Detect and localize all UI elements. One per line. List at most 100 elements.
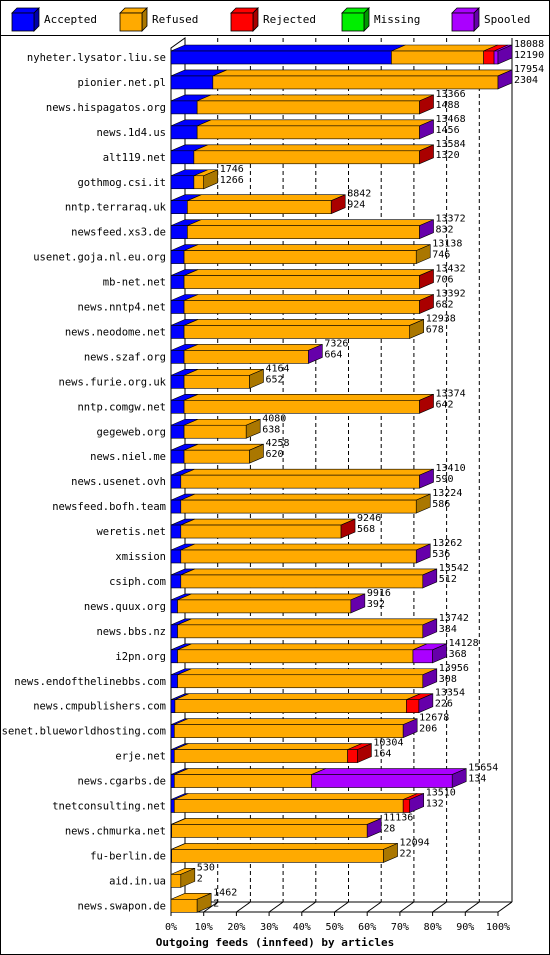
bar-top-refused	[183, 393, 434, 401]
x-tick-label: 10%	[195, 922, 213, 933]
floor-tick-100	[497, 901, 513, 913]
bar-segment-spooled	[493, 50, 499, 65]
legend-swatch-rejected	[230, 12, 254, 32]
category-label: fu-berlin.de	[90, 850, 166, 862]
bar-side-face	[419, 144, 434, 165]
bar-total-label: 7326	[324, 338, 348, 349]
bar-top-accepted	[170, 44, 406, 52]
bar-accepted-label: 590	[436, 474, 454, 485]
bar-top-refused	[187, 219, 434, 226]
category-label: usenet.blueworldhosting.com	[0, 726, 166, 738]
bar-total-label: 10304	[373, 738, 403, 749]
category-label: news.cgarbs.de	[77, 776, 166, 788]
bar-side-face	[330, 194, 346, 215]
category-label: news.swapon.de	[77, 900, 166, 912]
category-label: gothmog.csi.it	[77, 177, 166, 189]
bar-top-refused	[174, 793, 418, 800]
bar-segment-spooled	[412, 649, 433, 664]
category-label: news.nntp4.net	[77, 302, 166, 314]
category-label: alt119.net	[103, 152, 166, 164]
category-label: news.quux.org	[84, 601, 166, 613]
bar-top-refused	[197, 94, 434, 102]
x-tick-label: 80%	[424, 922, 442, 933]
bar-segment-accepted	[170, 375, 185, 389]
bar-total-label: 13392	[436, 289, 466, 300]
bar-accepted-label: 164	[373, 749, 391, 760]
bar-top-spooled	[311, 768, 467, 775]
row-labels: 1808812190nyheter.lysator.liu.se17954230…	[0, 39, 544, 912]
bar-segment-accepted	[170, 674, 178, 689]
bar-top-refused	[180, 468, 434, 476]
bar-top-refused	[187, 194, 346, 201]
bar-side-face	[419, 269, 434, 290]
category-label: aid.in.ua	[109, 875, 166, 887]
bar-total-label: 13542	[439, 563, 469, 574]
bar-segment-refused	[170, 898, 198, 913]
bar-segment-refused	[183, 250, 417, 264]
bar-segment-refused	[183, 325, 411, 339]
bar-segment-refused	[177, 599, 352, 614]
bar-side-face	[419, 219, 434, 240]
bar-segment-refused	[183, 449, 250, 464]
bar-top-refused	[197, 119, 434, 127]
bar-total-label: 12938	[426, 313, 456, 324]
bar-side-face	[340, 518, 356, 539]
bar-segment-refused	[173, 774, 312, 788]
bar-total-label: 13374	[436, 388, 466, 399]
bar-segment-refused	[196, 125, 420, 140]
bar-accepted-label: 924	[347, 200, 365, 211]
bar-top-refused	[183, 269, 434, 276]
category-label: news.bbs.nz	[96, 626, 166, 638]
bar-total-label: 4080	[262, 413, 286, 424]
x-tick-label: 40%	[293, 922, 311, 933]
bar-accepted-label: 652	[265, 374, 283, 385]
bar-segment-rejected	[402, 799, 411, 813]
bar-top-refused	[171, 818, 382, 825]
bar-segment-rejected	[347, 749, 358, 763]
bar-segment-refused	[174, 699, 407, 714]
bar-total-label: 8842	[347, 189, 371, 200]
bar-total-label: 13584	[436, 139, 466, 150]
category-label: i2pn.org	[115, 651, 166, 663]
bar-segment-spooled	[311, 774, 453, 788]
bar-side-face	[180, 867, 196, 888]
bar-segment-refused	[183, 375, 250, 389]
bar-top-refused	[177, 618, 437, 626]
bar-segment-refused	[173, 724, 404, 738]
bar-segment-accepted	[170, 350, 185, 364]
bar-segment-refused	[180, 474, 420, 489]
bar-total-label: 4258	[265, 438, 289, 449]
bar-segment-refused	[187, 200, 332, 214]
bar-segment-refused	[171, 824, 368, 838]
bar-accepted-label: 706	[436, 275, 454, 286]
bar-accepted-label: 206	[419, 724, 437, 735]
bar-top-refused	[180, 518, 356, 526]
bar-accepted-label: 1320	[436, 150, 460, 161]
bar-accepted-label: 28	[383, 823, 395, 834]
bar-total-label: 13410	[436, 463, 466, 474]
bar-total-label: 13366	[436, 89, 466, 100]
bar-segment-refused	[187, 225, 420, 239]
floor-tick-90	[465, 901, 480, 913]
bar-total-label: 4164	[265, 363, 289, 374]
category-label: news.hispagatos.org	[46, 102, 166, 114]
bar-accepted-label: 22	[400, 848, 412, 859]
bar-accepted-label: 586	[432, 499, 450, 510]
bar-accepted-label: 1456	[436, 125, 460, 136]
bar-segment-refused	[180, 574, 424, 589]
category-label: gegeweb.org	[96, 426, 166, 438]
floor-tick-60	[366, 901, 382, 913]
legend-swatch-spooled	[451, 12, 475, 32]
bar-side-face	[203, 169, 218, 190]
bar-accepted-label: 568	[357, 524, 375, 535]
category-label: news.usenet.ovh	[71, 476, 166, 488]
category-label: news.endofthelinebbs.com	[14, 676, 166, 688]
legend-swatch-missing	[341, 12, 365, 32]
bar-segment-accepted	[170, 699, 176, 714]
bar-segment-accepted	[170, 724, 175, 738]
bar-side-face	[451, 768, 467, 789]
floor-tick-40	[301, 901, 317, 913]
bar-accepted-label: 392	[367, 599, 385, 610]
bar-segment-refused	[171, 849, 384, 863]
bar-accepted-label: 384	[439, 624, 457, 635]
